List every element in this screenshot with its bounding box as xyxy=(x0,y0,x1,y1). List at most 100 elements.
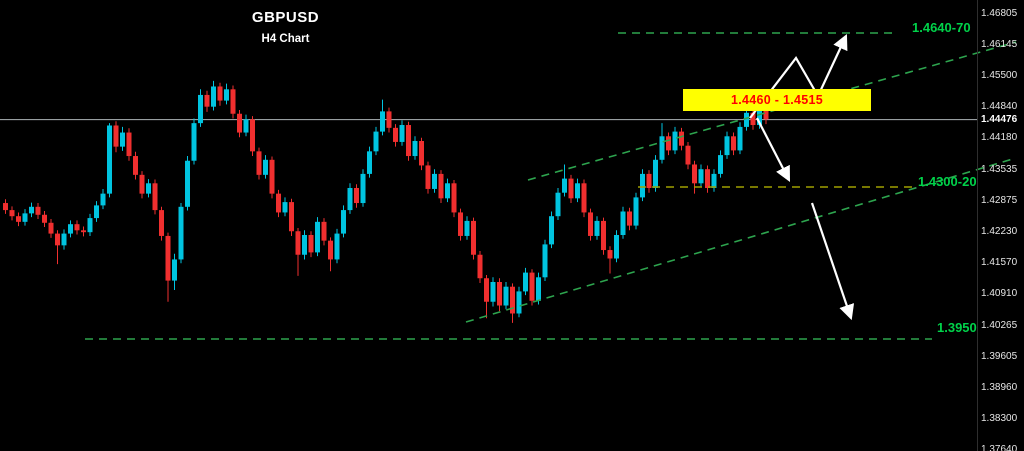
projection-arrows-group xyxy=(749,34,855,321)
candle-body xyxy=(731,136,736,151)
candle-body xyxy=(529,272,535,301)
candle-body xyxy=(120,132,125,147)
candle-body xyxy=(16,216,21,222)
candle-body xyxy=(659,136,665,160)
candle-body xyxy=(451,183,457,213)
candle-body xyxy=(263,159,268,175)
candle-body xyxy=(503,286,509,306)
candle-body xyxy=(48,222,54,234)
candle-body xyxy=(536,277,541,301)
candle-body xyxy=(328,240,333,260)
candle-body xyxy=(185,160,190,207)
candle-body xyxy=(94,205,99,219)
candle-body xyxy=(711,173,717,188)
candle-body xyxy=(516,291,522,314)
level-lines-group xyxy=(85,32,932,340)
chart-title-block: GBPUSD H4 Chart xyxy=(228,9,343,45)
price-axis-label: 1.41570 xyxy=(981,257,1018,269)
price-axis-label: 1.46805 xyxy=(981,7,1018,19)
price-axis-label: 1.40265 xyxy=(981,319,1018,331)
candle-body xyxy=(269,159,275,194)
chart-timeframe-subtitle: H4 Chart xyxy=(261,33,310,45)
candle-body xyxy=(172,259,177,281)
candle-body xyxy=(224,89,229,101)
candle-body xyxy=(198,94,203,124)
candle-body xyxy=(315,221,320,253)
candle-body xyxy=(575,183,580,199)
candle-body xyxy=(698,169,704,184)
candle-body xyxy=(601,220,606,251)
candle-body xyxy=(87,218,93,233)
candle-body xyxy=(399,125,405,142)
price-axis-label: 1.44840 xyxy=(981,101,1018,113)
projection-arrow xyxy=(810,202,855,321)
price-axis-label: 1.39605 xyxy=(981,350,1018,362)
candle-body xyxy=(464,220,470,236)
candle-body xyxy=(744,112,749,127)
candle-body xyxy=(347,188,353,211)
price-axis[interactable]: 1.46805 1.46145 1.45500 1.44840 1.44180 1.435… xyxy=(977,0,1024,451)
price-axis-label: 1.37640 xyxy=(981,444,1018,451)
candle-body xyxy=(666,136,671,151)
candle-body xyxy=(74,224,80,231)
candle-body xyxy=(133,156,138,175)
candle-body xyxy=(230,89,236,114)
candle-body xyxy=(373,131,379,152)
candle-body xyxy=(146,183,151,194)
candle-body xyxy=(757,108,762,126)
candle-body xyxy=(113,125,119,147)
candle-body xyxy=(35,206,41,215)
candle-body xyxy=(29,206,34,214)
candle-body xyxy=(380,111,385,132)
candle-body xyxy=(692,164,697,184)
candle-body xyxy=(490,282,496,302)
projection-arrow xyxy=(749,34,848,119)
chart-symbol-title: GBPUSD xyxy=(251,9,320,26)
price-axis-label: 1.42230 xyxy=(981,225,1018,237)
candle-body xyxy=(471,220,476,255)
price-axis-label: 1.45500 xyxy=(981,69,1018,81)
candle-body xyxy=(620,211,626,235)
candle-body xyxy=(588,212,593,236)
candle-body xyxy=(523,272,528,292)
candle-body xyxy=(425,165,431,189)
resistance-zone-box: 1.4460 - 1.4515 xyxy=(683,89,871,111)
candle-body xyxy=(646,173,652,188)
candle-body xyxy=(100,193,106,206)
candle-body xyxy=(81,230,86,233)
candle-body xyxy=(243,119,249,133)
candle-body xyxy=(107,125,112,194)
price-axis-label: 1.43535 xyxy=(981,163,1018,175)
candle-body xyxy=(549,216,554,245)
channel-trendline xyxy=(465,157,1017,323)
projection-arrow xyxy=(756,117,791,182)
price-axis-label: 1.40910 xyxy=(981,288,1018,300)
candle-body xyxy=(68,224,73,234)
candle-body xyxy=(393,127,398,142)
channel-trendline xyxy=(527,41,1017,181)
candle-body xyxy=(204,94,210,107)
candle-body xyxy=(256,151,262,175)
candle-body xyxy=(763,108,769,120)
candle-body xyxy=(341,210,346,234)
candle-body xyxy=(250,119,255,152)
candle-body xyxy=(445,183,450,199)
candle-body xyxy=(334,233,340,260)
candle-body xyxy=(594,220,600,236)
candle-body xyxy=(406,125,411,157)
candle-body xyxy=(672,131,678,151)
candle-body xyxy=(126,132,132,157)
price-level-label-upper: 1.4640-70 xyxy=(912,20,971,35)
candle-body xyxy=(22,213,28,222)
candle-body xyxy=(685,145,691,165)
candle-body xyxy=(705,169,710,188)
candle-body xyxy=(607,250,613,259)
current-price-axis-label: 1.44476 xyxy=(981,114,1018,126)
candle-body xyxy=(295,231,301,255)
candle-body xyxy=(568,178,574,199)
candle-body xyxy=(438,173,444,199)
candle-body xyxy=(367,151,372,174)
candle-body xyxy=(9,210,15,217)
candle-body xyxy=(42,214,47,223)
